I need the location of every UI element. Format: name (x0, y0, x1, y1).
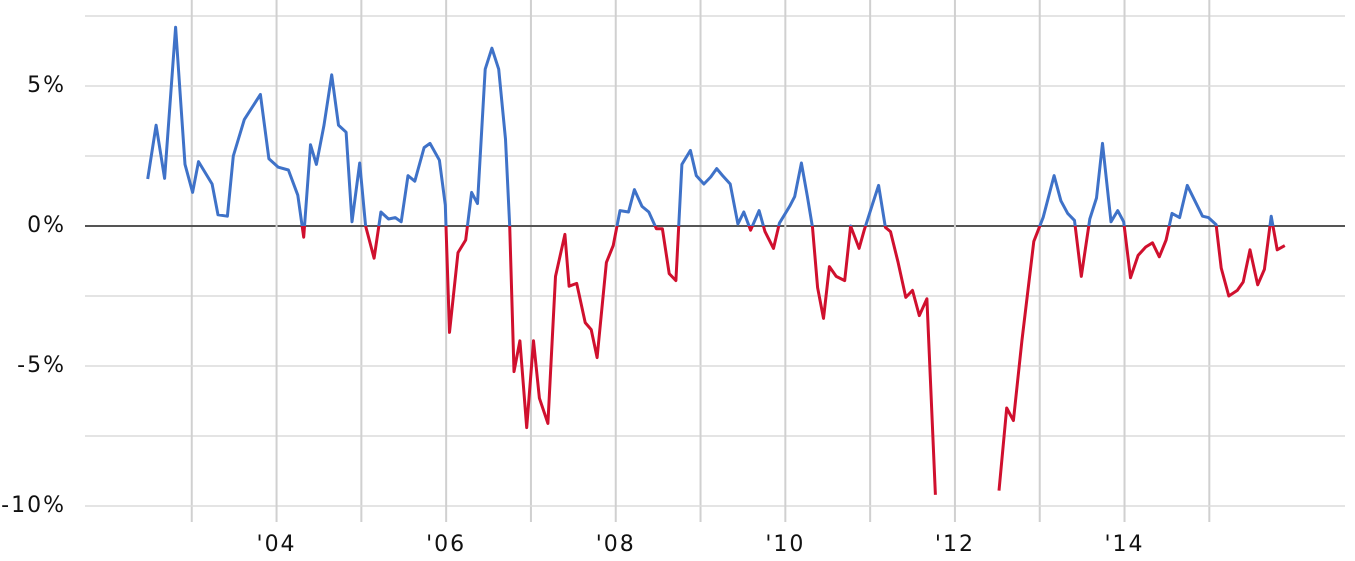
y-tick-label: 5% (27, 73, 66, 98)
x-tick-label: '06 (426, 532, 466, 557)
x-tick-label: '14 (1105, 532, 1145, 557)
y-tick-label: 0% (27, 213, 66, 238)
x-tick-label: '08 (596, 532, 636, 557)
x-tick-label: '12 (935, 532, 975, 557)
x-tick-label: '04 (257, 532, 297, 557)
y-tick-label: -5% (17, 353, 66, 378)
y-tick-label: -10% (1, 493, 66, 518)
data-line (146, 25, 1286, 495)
x-tick-label: '10 (765, 532, 805, 557)
